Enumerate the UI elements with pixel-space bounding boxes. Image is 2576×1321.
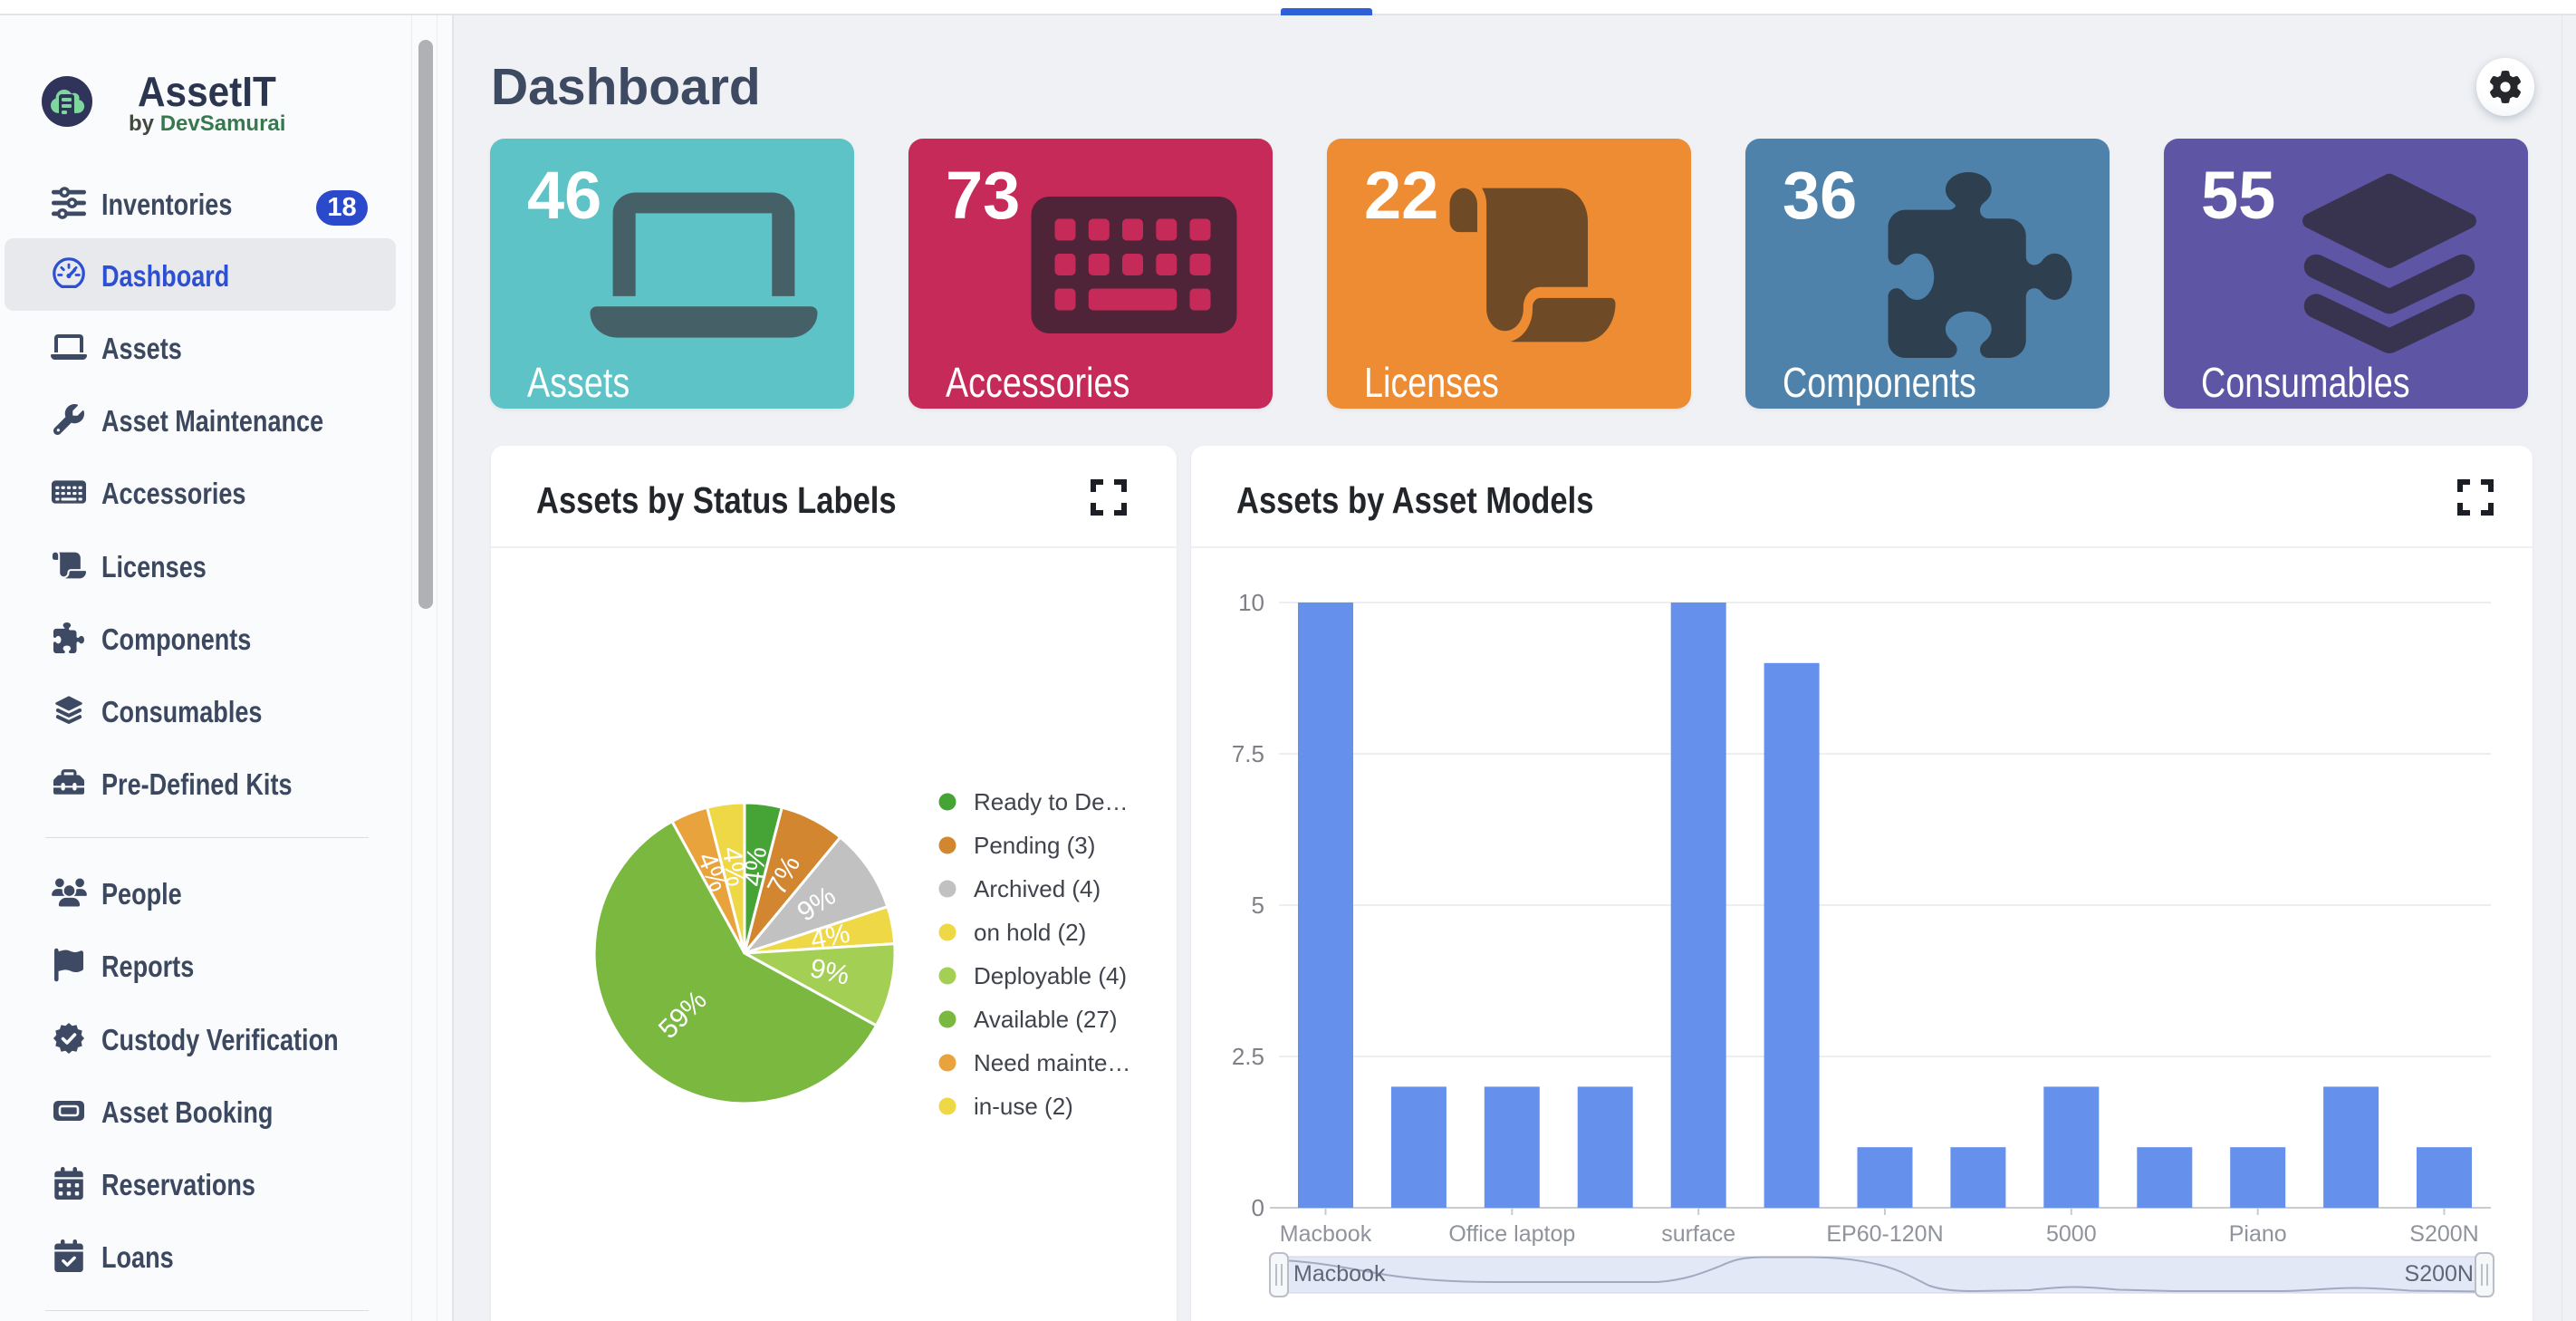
svg-text:4%: 4% <box>738 845 773 888</box>
svg-text:5: 5 <box>1252 892 1264 919</box>
svg-text:2.5: 2.5 <box>1232 1043 1264 1070</box>
svg-text:in-use (2): in-use (2) <box>974 1093 1073 1120</box>
svg-text:0: 0 <box>1252 1194 1264 1221</box>
svg-text:Macbook: Macbook <box>1280 1221 1372 1247</box>
svg-text:Archived (4): Archived (4) <box>974 875 1101 902</box>
svg-text:Need mainte…: Need mainte… <box>974 1049 1130 1076</box>
svg-text:4%: 4% <box>716 845 751 888</box>
svg-text:Deployable (4): Deployable (4) <box>974 962 1127 989</box>
svg-text:4%: 4% <box>808 919 852 956</box>
svg-text:5000: 5000 <box>2046 1221 2097 1247</box>
svg-text:EP60-120N: EP60-120N <box>1826 1221 1943 1247</box>
svg-text:Office laptop: Office laptop <box>1448 1221 1575 1247</box>
svg-text:10: 10 <box>1238 589 1264 616</box>
svg-text:S200N: S200N <box>2405 1261 2474 1287</box>
svg-text:Macbook: Macbook <box>1293 1261 1386 1287</box>
svg-text:Available (27): Available (27) <box>974 1006 1118 1033</box>
svg-text:Pending (3): Pending (3) <box>974 832 1095 859</box>
svg-text:Ready to De…: Ready to De… <box>974 788 1129 815</box>
svg-text:S200N: S200N <box>2409 1221 2478 1247</box>
svg-text:surface: surface <box>1661 1221 1735 1247</box>
svg-text:7.5: 7.5 <box>1232 740 1264 767</box>
svg-text:on hold (2): on hold (2) <box>974 919 1086 946</box>
svg-text:Piano: Piano <box>2229 1221 2287 1247</box>
